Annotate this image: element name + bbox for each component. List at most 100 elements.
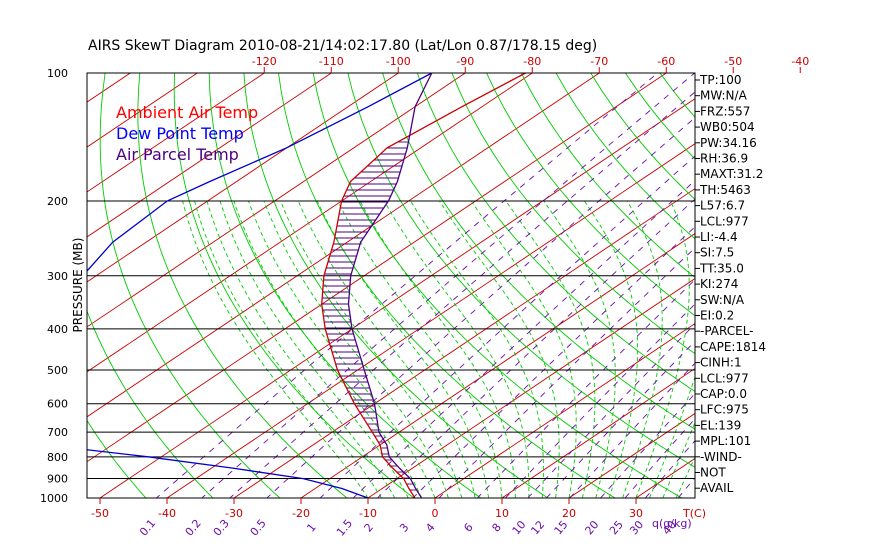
mixing-ratio-label: 25 xyxy=(607,518,626,537)
dry-adiabat-line xyxy=(382,73,695,430)
sounding-index: TH:5463 xyxy=(699,183,751,197)
pressure-tick-label: 900 xyxy=(47,473,68,486)
dry-adiabat-line xyxy=(799,73,870,507)
mixing-ratio-line xyxy=(155,73,659,498)
sounding-index: -PARCEL- xyxy=(700,324,754,338)
bottom-temp-tick-label: -50 xyxy=(91,507,109,520)
isotherm-line xyxy=(837,73,870,498)
moist-adiabat-line xyxy=(194,200,382,498)
sounding-index: LCL:977 xyxy=(700,214,749,228)
top-temp-tick-label: -80 xyxy=(523,55,541,68)
dry-adiabat-line xyxy=(520,73,695,279)
mixing-ratio-label: 0.1 xyxy=(137,517,158,539)
mixing-ratio-label: 3 xyxy=(397,521,411,535)
bottom-temp-tick-label: 10 xyxy=(495,507,509,520)
mixing-ratio-line xyxy=(412,226,695,498)
bottom-axis-label: T(C) xyxy=(682,507,706,520)
mixing-ratio-label: 2 xyxy=(362,521,376,535)
moist-adiabat-line xyxy=(662,421,695,498)
dry-adiabat-line xyxy=(486,73,695,317)
sounding-index: CINH:1 xyxy=(700,356,742,370)
bottom-temp-tick-label: -40 xyxy=(158,507,176,520)
isotherm-line xyxy=(99,98,695,498)
ambient-temp-curve xyxy=(321,73,526,498)
dry-adiabat-line xyxy=(87,419,147,498)
mixing-ratio-label: 0.3 xyxy=(211,517,232,539)
mixing-ratio-line xyxy=(644,440,695,498)
isotherm-line xyxy=(434,322,695,498)
sounding-index: EL:139 xyxy=(700,418,741,432)
dry-adiabat-line xyxy=(99,73,281,498)
dry-adiabat-line xyxy=(833,73,870,507)
moist-adiabat-line xyxy=(248,200,436,498)
mixing-ratio-label: 4 xyxy=(423,521,437,535)
bottom-temp-tick-label: 20 xyxy=(562,507,576,520)
sounding-index: SI:7.5 xyxy=(700,246,734,260)
pressure-tick-label: 600 xyxy=(47,398,68,411)
sounding-index: MW:N/A xyxy=(700,89,748,103)
y-axis-label: PRESSURE (MB) xyxy=(71,238,85,333)
sounding-index: CAPE:1814 xyxy=(700,340,766,354)
mixing-ratio-line xyxy=(352,179,695,498)
bottom-temp-tick-label: 30 xyxy=(629,507,643,520)
moist-adiabat-line xyxy=(584,200,639,498)
moist-adiabat-line xyxy=(337,200,503,498)
top-temp-tick-label: -40 xyxy=(791,55,809,68)
mixing-ratio-label: 30 xyxy=(627,518,646,537)
moist-adiabat-line xyxy=(297,200,476,498)
isotherm-line xyxy=(300,233,695,498)
sounding-index: WB0:504 xyxy=(700,120,755,134)
dry-adiabat-line xyxy=(764,73,870,507)
pressure-tick-label: 700 xyxy=(47,426,68,439)
top-temp-tick-label: -50 xyxy=(724,55,742,68)
dewpoint-temp-curve xyxy=(87,73,433,498)
mixing-ratio-label: 0.5 xyxy=(248,517,269,539)
isotherm-line xyxy=(87,73,399,283)
moist-adiabat-line xyxy=(543,200,616,498)
mixing-ratio-line xyxy=(545,340,695,498)
mixing-ratio-label: 8 xyxy=(490,521,504,535)
sounding-index: -WIND- xyxy=(700,450,742,464)
mixing-ratio-label: 20 xyxy=(582,518,601,537)
moist-adiabat-line xyxy=(505,200,596,498)
moist-adiabat-line xyxy=(263,200,449,498)
moist-adiabat-line xyxy=(206,200,396,498)
sounding-index: NOT xyxy=(700,466,726,480)
isotherm-line xyxy=(501,367,695,498)
mixing-ratio-line xyxy=(438,247,695,498)
isotherm-line xyxy=(770,73,870,498)
sounding-index: LFC:975 xyxy=(700,403,749,417)
pressure-tick-label: 400 xyxy=(47,323,68,336)
legend-entry: Dew Point Temp xyxy=(116,124,244,143)
dry-adiabat-line xyxy=(347,73,695,468)
sounding-index: MAXT:31.2 xyxy=(700,167,763,181)
parcel-temp-curve xyxy=(347,73,433,498)
bottom-temp-tick-label: -10 xyxy=(359,507,377,520)
moist-adiabat-line xyxy=(359,200,516,498)
sounding-index: TP:100 xyxy=(699,73,742,87)
dry-adiabat-line xyxy=(173,73,415,498)
mixing-ratio-label: 12 xyxy=(528,518,547,537)
mixing-ratio-line xyxy=(504,303,695,498)
sounding-index: LCL:977 xyxy=(700,371,749,385)
isotherm-line xyxy=(87,73,198,148)
pressure-tick-label: 100 xyxy=(47,67,68,80)
mixing-ratio-line xyxy=(376,198,695,498)
isotherm-line xyxy=(87,73,533,373)
sounding-index: RH:36.9 xyxy=(700,152,748,166)
moist-adiabat-line xyxy=(635,200,690,498)
moist-adiabat-line xyxy=(410,200,544,498)
pressure-tick-label: 300 xyxy=(47,270,68,283)
mixing-ratio-line xyxy=(624,418,695,498)
dry-adiabat-line xyxy=(208,73,482,498)
isotherm-line xyxy=(367,278,695,498)
mixing-ratio-label: 15 xyxy=(552,518,571,537)
bottom-temp-tick-label: -20 xyxy=(292,507,310,520)
mixing-ratio-label: 1 xyxy=(304,521,318,535)
mixing-ratio-label: 10 xyxy=(510,518,529,537)
mixing-ratio-axis-label: q(g/kg) xyxy=(652,517,692,530)
moist-adiabat-line xyxy=(675,456,695,498)
dry-adiabat-line xyxy=(659,73,695,118)
mixing-ratio-label: 1.5 xyxy=(334,517,355,539)
mixing-ratio-line xyxy=(599,392,695,498)
